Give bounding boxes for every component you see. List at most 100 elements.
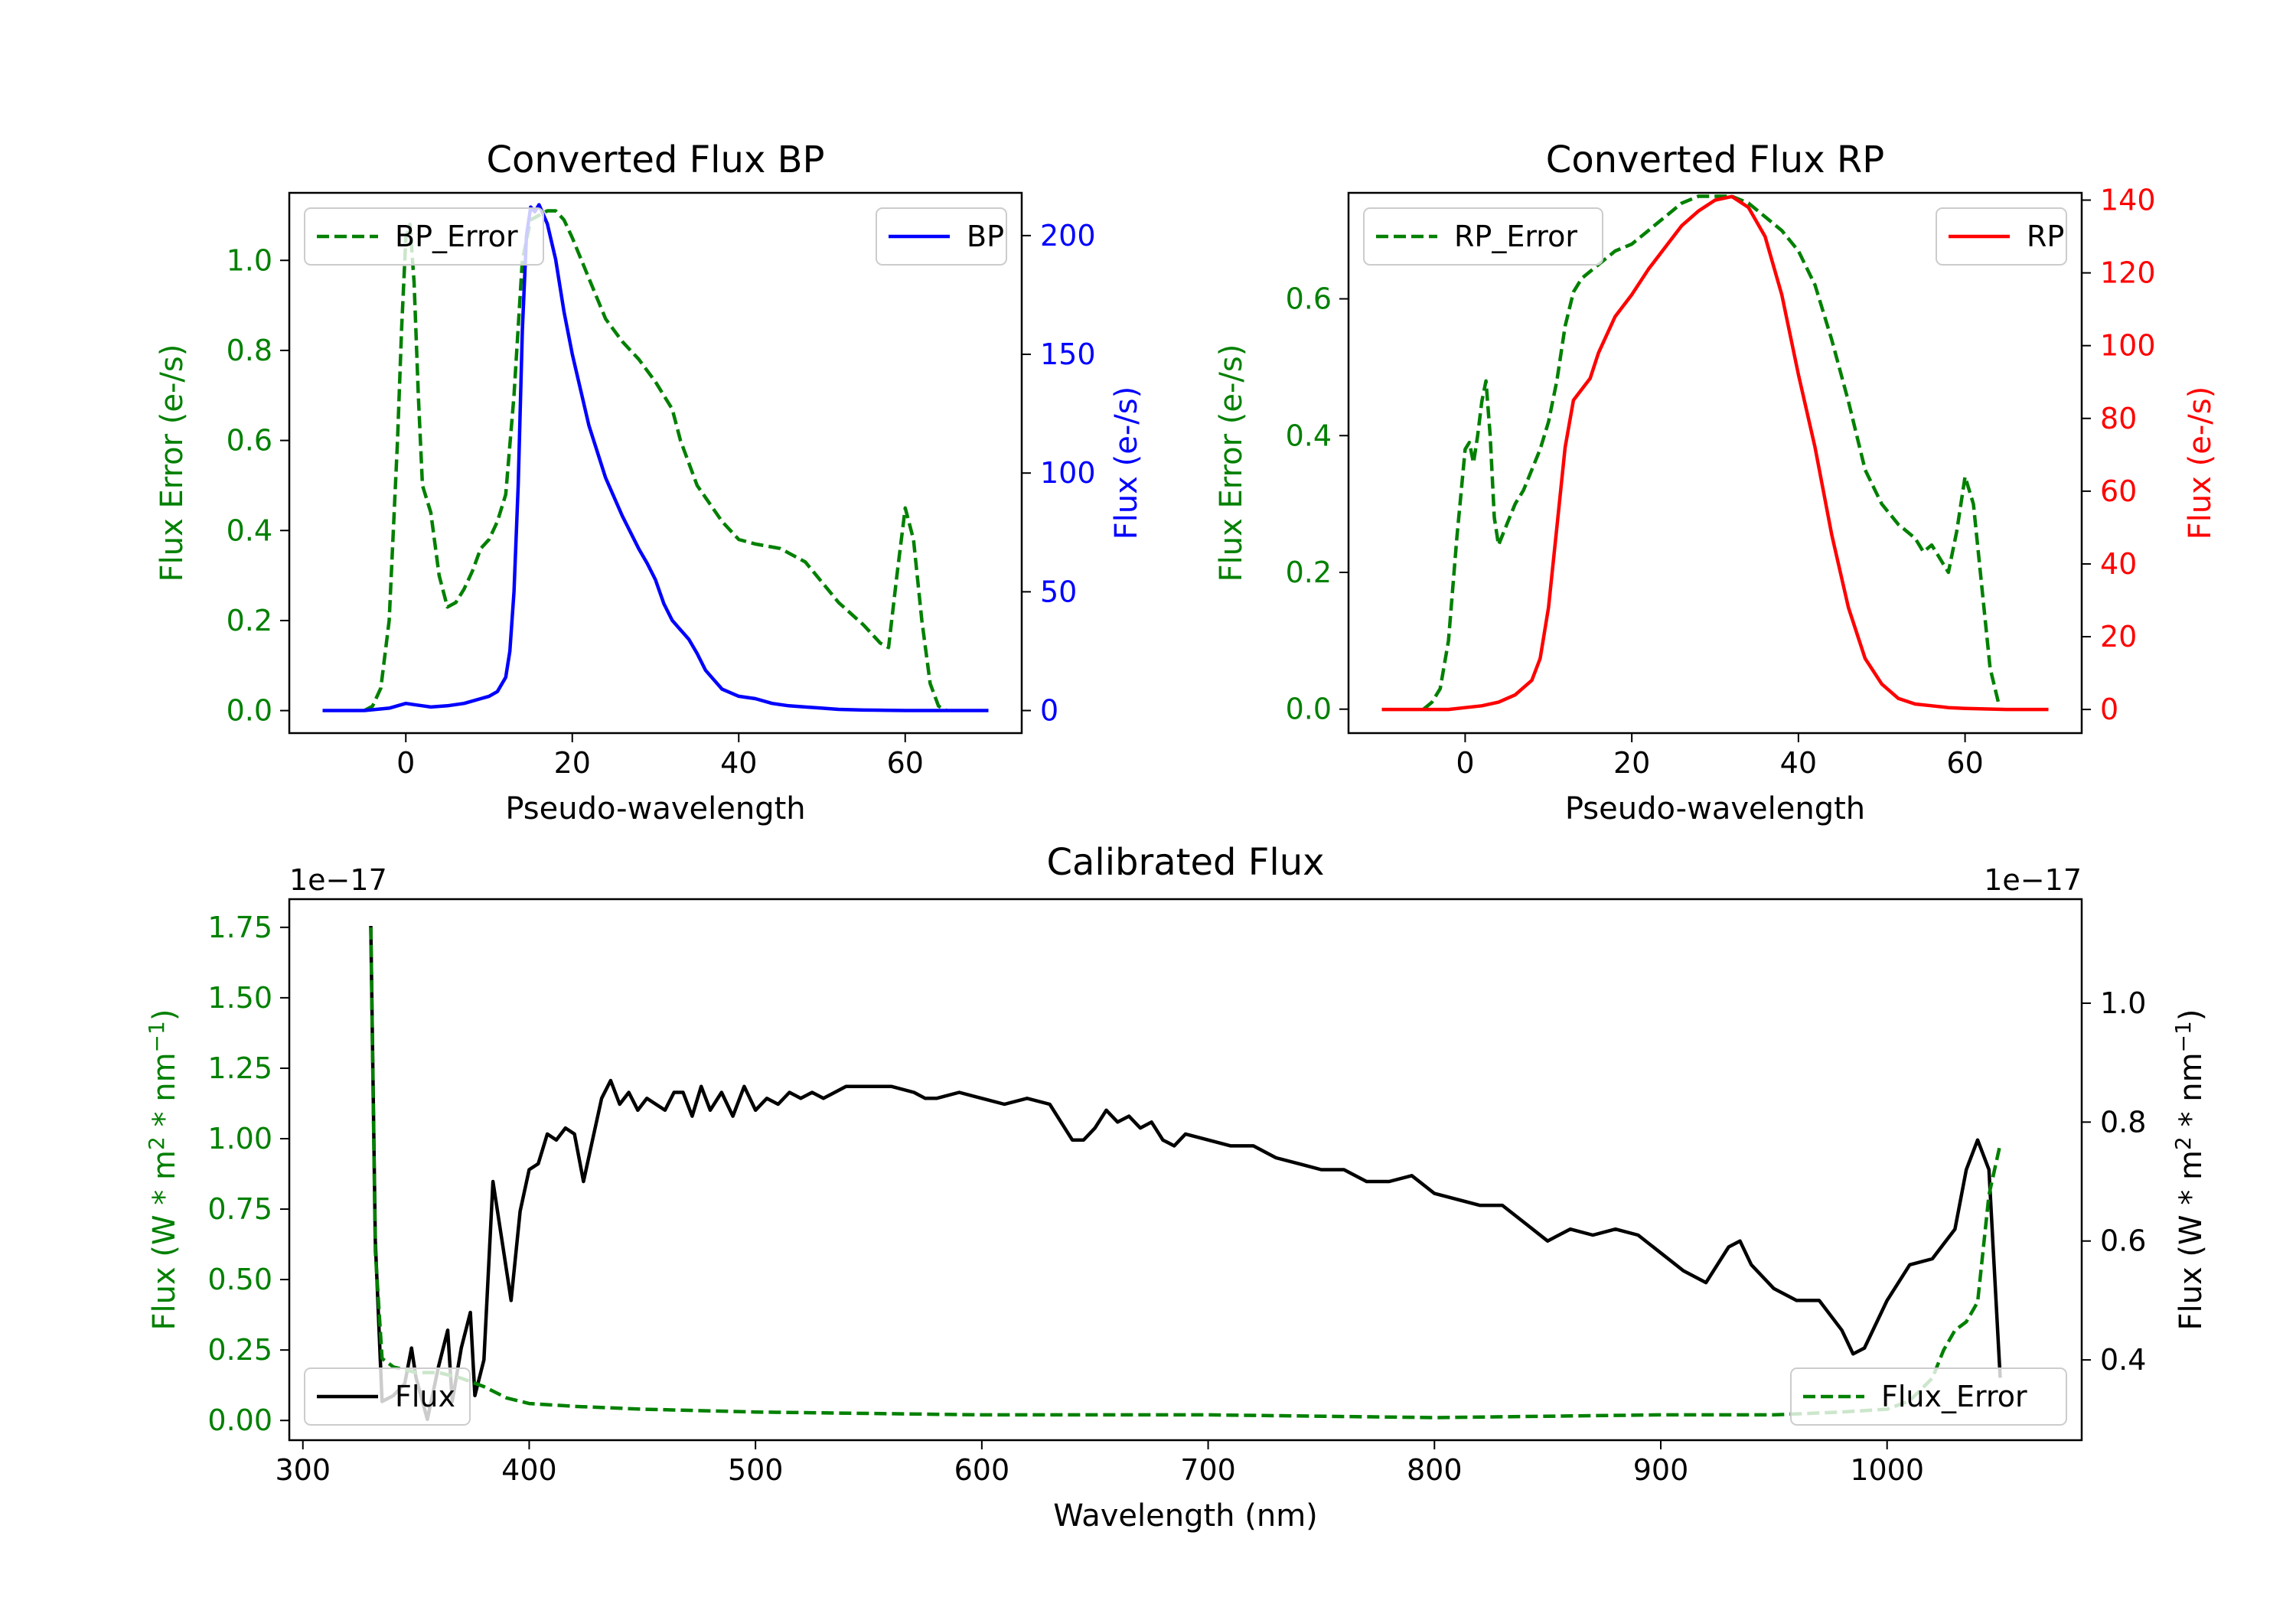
legend-rp: RP xyxy=(1936,207,2067,266)
x-axis-label: Pseudo-wavelength xyxy=(1565,791,1865,826)
y-left-tick-label: 1.0 xyxy=(227,243,272,277)
legend-label: BP xyxy=(967,220,1004,253)
y-right-tick-label: 0.6 xyxy=(2100,1224,2146,1258)
x-tick-label: 40 xyxy=(720,746,757,780)
y-label-part: * nm xyxy=(147,1052,182,1136)
y-right-tick-label: 0 xyxy=(2100,693,2118,726)
y-right-tick-label: 0.8 xyxy=(2100,1105,2146,1139)
y-left-tick-label: 0.6 xyxy=(1286,282,1332,316)
y-left-axis-label: Flux Error (e-/s) xyxy=(155,344,190,582)
y-left-tick-label: 0.2 xyxy=(1286,556,1332,589)
panel-bp: 0 20 40 60 0.0 0.2 0.4 0.6 0.8 1.0 0 50 100 150 200 Con… xyxy=(155,139,1144,826)
y-right-tick-label: 150 xyxy=(1040,337,1096,371)
legend-bp: BP xyxy=(876,207,1007,266)
y-right-tick-label: 0 xyxy=(1040,694,1058,728)
y-right-tick-label: 50 xyxy=(1040,575,1077,608)
y-right-axis-label: Flux (W * m2 * nm−1) xyxy=(2170,1009,2209,1331)
plot-frame xyxy=(288,898,2083,1442)
y-label-part: * nm xyxy=(2174,1052,2209,1136)
y-label-superscript: −1 xyxy=(2170,1021,2196,1052)
y-left-tick-label: 0.4 xyxy=(227,513,272,547)
legend-bp-error: BP_Error xyxy=(304,207,544,266)
y-right-tick-label: 0.4 xyxy=(2100,1343,2146,1377)
y-right-tick-label: 140 xyxy=(2100,184,2156,217)
y-left-tick-label: 0.0 xyxy=(1286,693,1332,726)
y-left-tick-label: 0.75 xyxy=(207,1192,272,1226)
legend-box xyxy=(1363,207,1603,266)
x-tick-label: 60 xyxy=(1946,746,1983,780)
y-left-tick-label: 0.0 xyxy=(227,694,272,728)
legend-box xyxy=(304,1367,471,1426)
x-tick-label: 60 xyxy=(887,746,924,780)
y-left-axis-label: Flux (W * m2 * nm−1) xyxy=(144,1009,182,1331)
x-tick-label: 0 xyxy=(396,746,415,780)
x-tick-label: 40 xyxy=(1780,746,1817,780)
legend-label: Flux xyxy=(395,1380,455,1413)
y-right-tick-label: 1.0 xyxy=(2100,986,2146,1020)
y-label-part: ) xyxy=(147,1009,182,1022)
y-label-part: Flux (W * m xyxy=(147,1150,182,1330)
y-label-superscript: 2 xyxy=(2170,1136,2196,1150)
y-right-tick-label: 100 xyxy=(2100,329,2156,363)
y-right-offset-label: 1e−17 xyxy=(1984,863,2082,897)
y-left-tick-label: 0.25 xyxy=(207,1333,272,1367)
legend-flux-error: Flux_Error xyxy=(1790,1367,2067,1426)
x-tick-label: 500 xyxy=(728,1453,784,1487)
y-right-tick-label: 20 xyxy=(2100,620,2137,654)
y-right-tick-label: 80 xyxy=(2100,402,2137,435)
y-left-tick-label: 1.50 xyxy=(207,981,272,1015)
series-line-bp xyxy=(322,203,989,712)
plot-frame xyxy=(288,191,1023,735)
y-left-tick-label: 0.2 xyxy=(227,604,272,637)
legend-rp-error: RP_Error xyxy=(1363,207,1603,266)
y-label-superscript: 2 xyxy=(144,1136,169,1150)
y-right-tick-label: 60 xyxy=(2100,474,2137,508)
y-label-part: Flux (W * m xyxy=(2174,1150,2209,1330)
x-axis-label: Wavelength (nm) xyxy=(1053,1498,1318,1534)
y-right-axis-label: Flux (e-/s) xyxy=(2183,386,2218,539)
y-left-tick-label: 0.6 xyxy=(227,424,272,458)
x-tick-label: 800 xyxy=(1407,1453,1463,1487)
x-tick-label: 600 xyxy=(954,1453,1010,1487)
y-left-tick-label: 1.00 xyxy=(207,1122,272,1156)
legend-label: BP_Error xyxy=(395,220,518,253)
y-right-tick-label: 40 xyxy=(2100,547,2137,581)
series-line-rp-error xyxy=(1422,194,2001,711)
y-right-tick-label: 200 xyxy=(1040,219,1096,253)
legend-label: RP xyxy=(2027,220,2064,253)
x-tick-label: 0 xyxy=(1456,746,1474,780)
x-tick-label: 20 xyxy=(1613,746,1650,780)
x-axis-label: Pseudo-wavelength xyxy=(505,791,805,826)
y-right-tick-label: 120 xyxy=(2100,256,2156,290)
legend-box xyxy=(304,207,544,266)
y-left-tick-label: 0.50 xyxy=(207,1263,272,1296)
x-tick-label: 400 xyxy=(501,1453,557,1487)
chart-title: Converted Flux BP xyxy=(487,139,825,181)
x-tick-label: 900 xyxy=(1633,1453,1689,1487)
legend-label: RP_Error xyxy=(1454,220,1577,253)
y-left-tick-label: 1.75 xyxy=(207,911,272,944)
y-left-tick-label: 0.00 xyxy=(207,1403,272,1437)
series-line-rp xyxy=(1381,194,2049,712)
y-right-tick-label: 100 xyxy=(1040,456,1096,490)
x-tick-label: 1000 xyxy=(1850,1453,1924,1487)
x-tick-label: 20 xyxy=(554,746,591,780)
series-line-flux xyxy=(369,925,2002,1422)
panel-cal: 300 400 500 600 700 800 900 1000 0.00 0.25 0.50 0.7… xyxy=(144,841,2209,1534)
legend-flux: Flux xyxy=(304,1367,471,1426)
chart-title: Calibrated Flux xyxy=(1046,841,1324,884)
legend-box xyxy=(1790,1367,2067,1426)
chart-title: Converted Flux RP xyxy=(1546,139,1884,181)
y-left-tick-label: 1.25 xyxy=(207,1051,272,1085)
plot-frame xyxy=(1347,191,2083,735)
y-right-axis-label: Flux (e-/s) xyxy=(1109,386,1144,539)
y-left-axis-label: Flux Error (e-/s) xyxy=(1214,344,1249,582)
x-tick-label: 300 xyxy=(275,1453,331,1487)
y-label-superscript: −1 xyxy=(144,1021,169,1052)
y-label-part: ) xyxy=(2174,1009,2209,1022)
panel-rp: 0 20 40 60 0.0 0.2 0.4 0.6 0 20 40 60 80 100 120 140 Con… xyxy=(1214,139,2218,826)
legend-label: Flux_Error xyxy=(1881,1380,2027,1413)
y-left-tick-label: 0.8 xyxy=(227,334,272,367)
